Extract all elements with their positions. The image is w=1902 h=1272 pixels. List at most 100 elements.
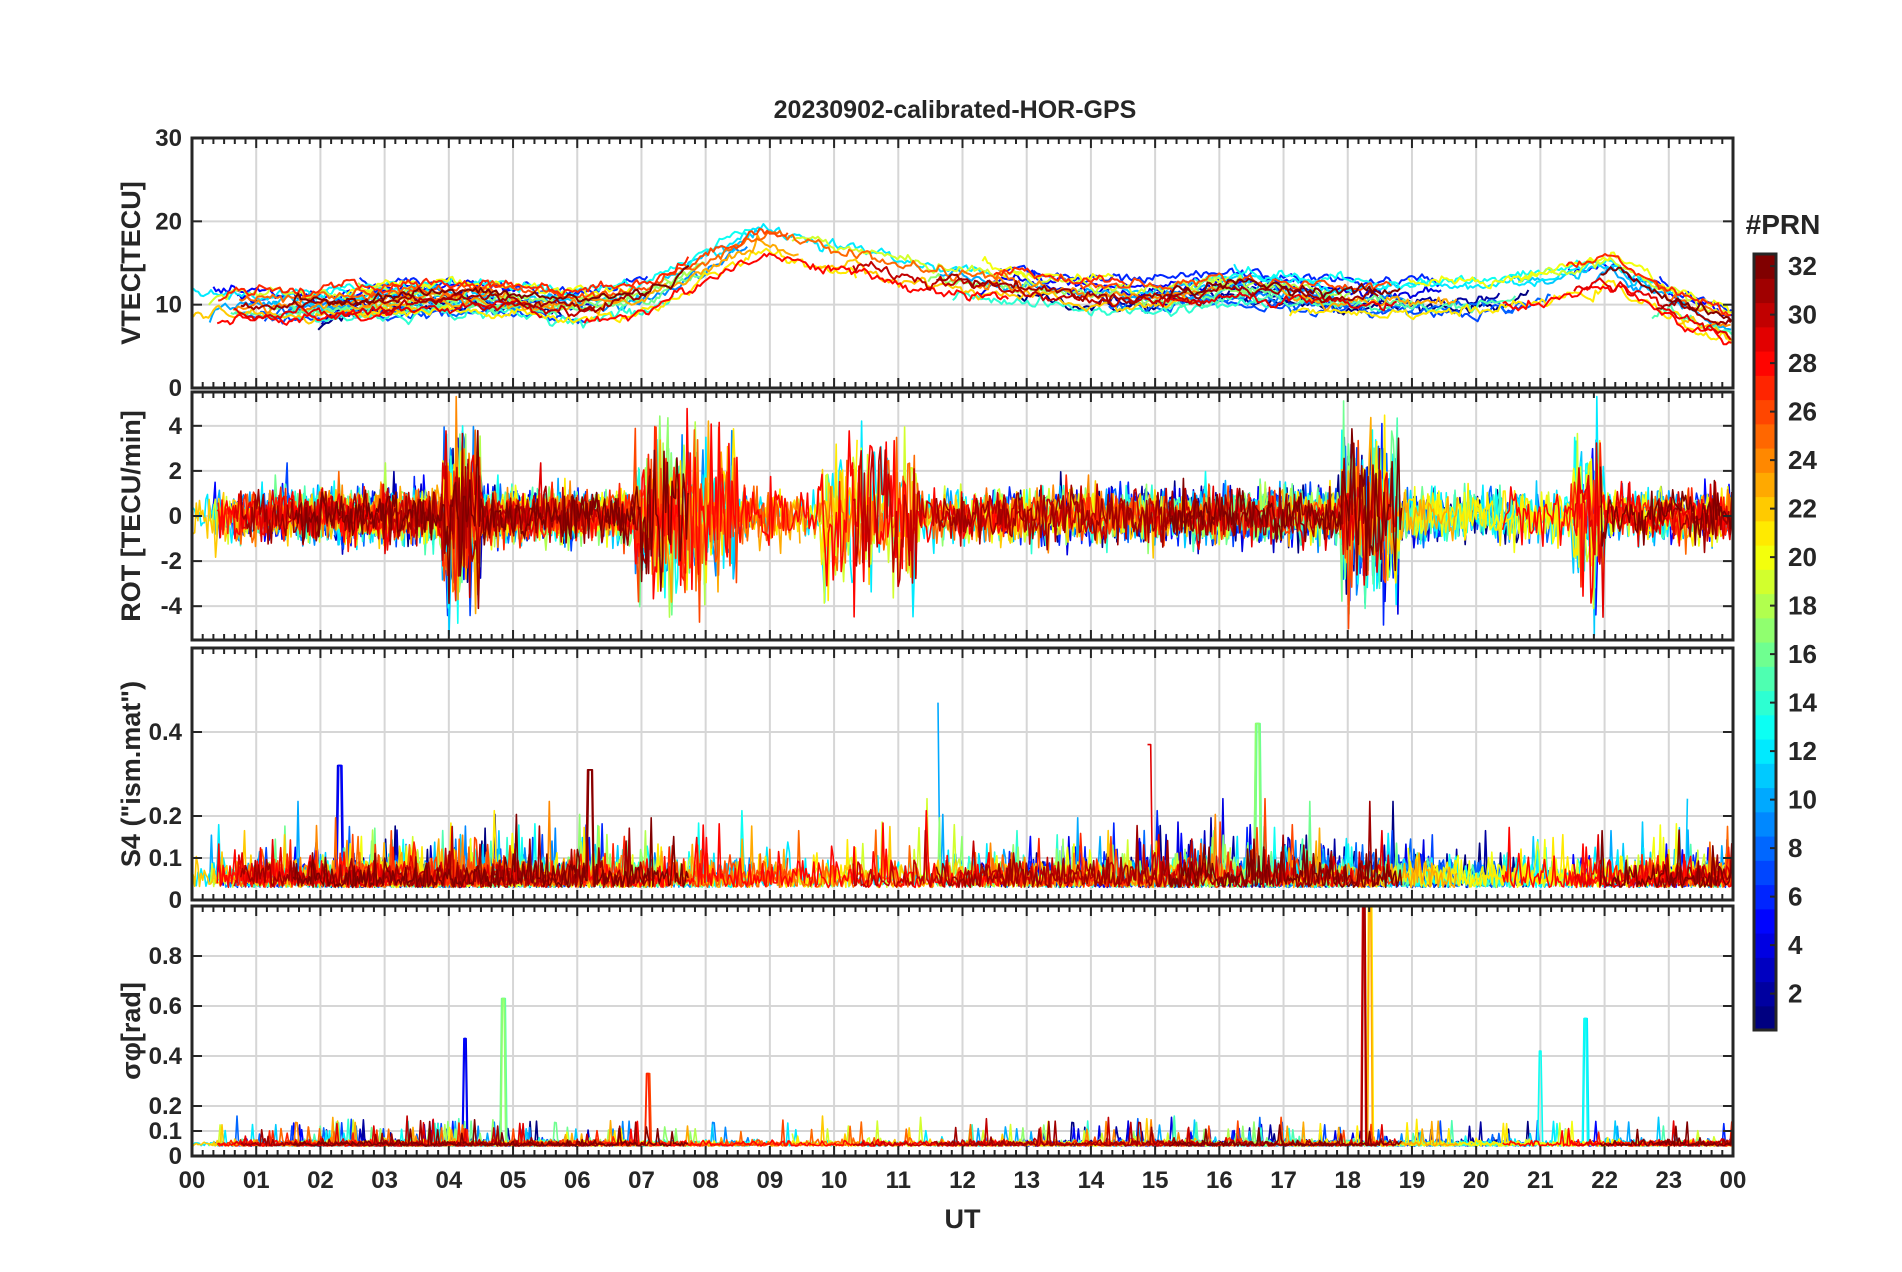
gridlines <box>191 137 1734 389</box>
x-tick-labels: 00 01 02 03 04 05 06 07 08 09 10 11 12 13 14 15 16 17 18 19… <box>179 1167 1747 1194</box>
x-tick-label: 09 <box>757 1167 784 1194</box>
series-prn-32 <box>292 264 1733 322</box>
y-tick-label: 0 <box>169 375 182 402</box>
y-tick-label: -4 <box>161 593 183 620</box>
colorbar-segment <box>1754 836 1776 861</box>
x-tick-label: 11 <box>886 1167 911 1194</box>
colorbar-segment <box>1754 593 1776 619</box>
colorbar-segment <box>1754 375 1776 401</box>
colorbar-tick-label: 32 <box>1788 251 1817 281</box>
y-tick-label: 10 <box>155 292 182 319</box>
y-tick-label: 0 <box>169 503 182 530</box>
series-prn-32 <box>292 428 1733 604</box>
y-tick-labels: 0 0.1 0.2 0.4 <box>149 719 1733 914</box>
colorbar-segment <box>1754 763 1776 789</box>
x-tick-label: 22 <box>1591 1167 1618 1194</box>
colorbar-segment <box>1754 908 1776 934</box>
x-tick-label: 04 <box>435 1167 462 1194</box>
x-ticks <box>191 392 1734 640</box>
colorbar-segment <box>1754 302 1776 328</box>
y-tick-label: 0.6 <box>149 993 182 1020</box>
colorbar-segment <box>1754 448 1776 473</box>
y-tick-label: 2 <box>169 458 182 485</box>
y-tick-label: 20 <box>155 208 182 235</box>
colorbar-segment <box>1754 933 1776 958</box>
y-tick-labels: 00.10.2 0.4 0.6 0.8 <box>149 943 1733 1170</box>
colorbar-tick-label: 14 <box>1788 688 1817 718</box>
colorbar-segment <box>1754 666 1776 692</box>
x-tick-label: 00 <box>1720 1167 1747 1194</box>
x-tick-label: 06 <box>564 1167 591 1194</box>
colorbar-segment <box>1754 739 1776 764</box>
y-tick-label: 0 <box>169 1143 182 1170</box>
x-tick-label: 05 <box>500 1167 527 1194</box>
colorbar-segment <box>1754 496 1776 522</box>
x-tick-label: 01 <box>243 1167 270 1194</box>
colorbar-segment <box>1754 642 1776 667</box>
x-tick-label: 02 <box>307 1167 334 1194</box>
y-tick-label: 0.8 <box>149 943 182 970</box>
series-group <box>192 223 1733 346</box>
colorbar-tick-label: 30 <box>1788 300 1817 330</box>
colorbar-label: #PRN <box>1746 209 1821 240</box>
panel-sigma_phi: 00.10.20.40.60.8σφ[rad]00 01 02 03 04 05 06 07 0… <box>116 904 1747 1234</box>
colorbar-segment <box>1754 351 1776 376</box>
series-prn-27 <box>218 253 1731 317</box>
colorbar-segment <box>1754 520 1776 546</box>
x-tick-label: 14 <box>1078 1167 1105 1194</box>
x-tick-label: 13 <box>1013 1167 1040 1194</box>
series-group <box>192 395 1733 637</box>
colorbar-segment <box>1754 326 1776 352</box>
y-tick-label: 0.2 <box>149 803 182 830</box>
colorbar-tick-label: 26 <box>1788 397 1817 427</box>
colorbar-tick-label: 24 <box>1788 445 1817 475</box>
x-tick-label: 16 <box>1206 1167 1233 1194</box>
x-tick-label: 18 <box>1334 1167 1361 1194</box>
x-tick-label: 03 <box>371 1167 398 1194</box>
y-tick-label: 0.4 <box>149 719 183 746</box>
y-tick-label: 0.4 <box>149 1043 183 1070</box>
x-tick-label: 08 <box>692 1167 719 1194</box>
series-prn-32 <box>293 1119 1733 1147</box>
colorbar-tick-label: 8 <box>1788 833 1802 863</box>
colorbar-segment <box>1754 278 1776 304</box>
y-axis-label: ROT [TECU/min] <box>116 410 146 621</box>
y-tick-label: 4 <box>169 413 183 440</box>
y-axis-label: σφ[rad] <box>116 982 146 1080</box>
series-prn-30 <box>381 260 1206 317</box>
y-tick-label: 0.2 <box>149 1093 182 1120</box>
colorbar-segment <box>1754 1005 1776 1031</box>
y-tick-labels: 0 10 20 30 <box>155 125 1733 402</box>
series-group <box>192 702 1733 889</box>
colorbar-segment <box>1754 884 1776 910</box>
x-ticks <box>191 648 1734 900</box>
colorbar-tick-label: 20 <box>1788 542 1817 572</box>
series-prn-32 <box>292 769 1733 889</box>
x-tick-label: 23 <box>1655 1167 1682 1194</box>
y-tick-labels: -4 -2 0 2 4 <box>161 413 1733 620</box>
x-tick-label: 07 <box>628 1167 655 1194</box>
x-ticks <box>191 906 1734 1156</box>
colorbar-tick-label: 6 <box>1788 882 1802 912</box>
colorbar-tick-label: 16 <box>1788 639 1817 669</box>
colorbar-segment <box>1754 714 1776 740</box>
series-prn-31 <box>240 273 1732 326</box>
colorbar-segment <box>1754 860 1776 886</box>
x-tick-label: 19 <box>1399 1167 1426 1194</box>
colorbar-tick-label: 2 <box>1788 979 1802 1009</box>
colorbar-segment <box>1754 399 1776 425</box>
y-tick-label: -2 <box>161 548 182 575</box>
colorbar-segment <box>1754 569 1776 595</box>
series-group <box>192 906 1733 1147</box>
y-tick-label: 0.1 <box>149 845 182 872</box>
colorbar-segment <box>1754 254 1776 279</box>
x-ticks <box>191 138 1734 388</box>
y-axis-label: S4 ("ism.mat") <box>116 681 146 867</box>
colorbar-segment <box>1754 545 1776 570</box>
colorbar-tick-label: 4 <box>1788 930 1803 960</box>
colorbar-segment <box>1754 981 1776 1007</box>
x-tick-label: 15 <box>1142 1167 1169 1194</box>
colorbar-tick-label: 10 <box>1788 785 1817 815</box>
